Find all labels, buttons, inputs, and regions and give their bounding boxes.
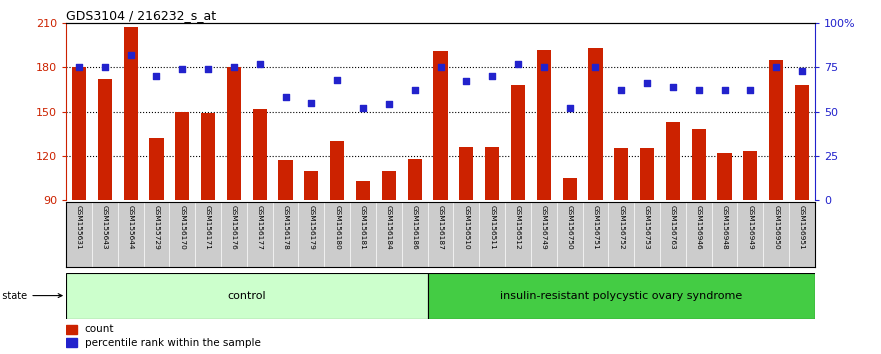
Text: GSM156752: GSM156752 <box>618 205 625 250</box>
Text: GSM155631: GSM155631 <box>76 205 82 250</box>
Text: count: count <box>85 324 115 335</box>
Text: GSM156510: GSM156510 <box>463 205 470 250</box>
Bar <box>175 112 189 200</box>
Point <box>123 52 137 58</box>
Bar <box>614 148 628 200</box>
Bar <box>769 60 783 200</box>
Point <box>330 77 344 82</box>
Bar <box>666 122 680 200</box>
Point <box>589 64 603 70</box>
Text: GSM156177: GSM156177 <box>256 205 263 250</box>
Bar <box>537 50 551 200</box>
Text: disease state: disease state <box>0 291 62 301</box>
Point <box>304 100 318 105</box>
Text: GDS3104 / 216232_s_at: GDS3104 / 216232_s_at <box>66 9 216 22</box>
Point <box>692 87 706 93</box>
Point <box>253 61 267 67</box>
Point <box>201 66 215 72</box>
Point <box>769 64 783 70</box>
Text: GSM156170: GSM156170 <box>179 205 185 250</box>
Point <box>640 80 654 86</box>
Point <box>381 102 396 107</box>
Text: GSM156949: GSM156949 <box>747 205 753 250</box>
Point <box>356 105 370 111</box>
Text: GSM156179: GSM156179 <box>308 205 315 250</box>
Point <box>98 64 112 70</box>
Point <box>666 84 680 90</box>
Point <box>537 64 551 70</box>
Text: GSM156511: GSM156511 <box>489 205 495 250</box>
Text: GSM156763: GSM156763 <box>670 205 676 250</box>
Bar <box>459 147 473 200</box>
Bar <box>356 181 370 200</box>
Text: GSM156184: GSM156184 <box>386 205 392 250</box>
Bar <box>66 325 78 334</box>
Point <box>150 73 164 79</box>
Point <box>511 61 525 67</box>
Point <box>433 64 448 70</box>
Bar <box>278 160 292 200</box>
Text: GSM155729: GSM155729 <box>153 205 159 250</box>
Bar <box>381 171 396 200</box>
Text: percentile rank within the sample: percentile rank within the sample <box>85 338 261 348</box>
Bar <box>427 273 815 319</box>
Bar <box>408 159 422 200</box>
Text: GSM155643: GSM155643 <box>102 205 107 250</box>
Text: GSM156176: GSM156176 <box>231 205 237 250</box>
Bar <box>330 141 344 200</box>
Text: GSM156750: GSM156750 <box>566 205 573 250</box>
Point <box>485 73 500 79</box>
Text: GSM156180: GSM156180 <box>334 205 340 250</box>
Text: GSM156951: GSM156951 <box>799 205 805 250</box>
Bar <box>795 85 809 200</box>
Bar <box>640 148 655 200</box>
Text: GSM156948: GSM156948 <box>722 205 728 250</box>
Text: GSM156950: GSM156950 <box>774 205 779 250</box>
Bar <box>66 338 78 348</box>
Text: GSM156171: GSM156171 <box>205 205 211 250</box>
Text: GSM156946: GSM156946 <box>696 205 702 250</box>
Bar <box>72 67 86 200</box>
Point <box>175 66 189 72</box>
Point <box>614 87 628 93</box>
Text: GSM156181: GSM156181 <box>360 205 366 250</box>
Text: GSM156749: GSM156749 <box>541 205 547 250</box>
Point <box>459 79 473 84</box>
Text: GSM156178: GSM156178 <box>283 205 289 250</box>
Point <box>744 87 758 93</box>
Bar <box>66 273 427 319</box>
Bar <box>589 48 603 200</box>
Bar <box>201 113 215 200</box>
Text: GSM156751: GSM156751 <box>592 205 598 250</box>
Point <box>408 87 422 93</box>
Bar <box>692 129 706 200</box>
Point <box>278 95 292 100</box>
Bar <box>253 109 267 200</box>
Text: GSM156186: GSM156186 <box>411 205 418 250</box>
Text: GSM156512: GSM156512 <box>515 205 521 250</box>
Text: GSM156187: GSM156187 <box>438 205 443 250</box>
Point <box>563 105 577 111</box>
Bar <box>485 147 500 200</box>
Bar <box>98 79 112 200</box>
Bar <box>433 51 448 200</box>
Point <box>795 68 809 74</box>
Point <box>72 64 86 70</box>
Bar <box>150 138 164 200</box>
Point <box>227 64 241 70</box>
Bar <box>744 152 758 200</box>
Bar <box>123 27 137 200</box>
Bar <box>562 178 577 200</box>
Text: GSM156753: GSM156753 <box>644 205 650 250</box>
Bar <box>511 85 525 200</box>
Bar <box>717 153 731 200</box>
Bar <box>226 67 241 200</box>
Text: GSM155644: GSM155644 <box>128 205 134 250</box>
Text: insulin-resistant polycystic ovary syndrome: insulin-resistant polycystic ovary syndr… <box>500 291 743 301</box>
Bar <box>304 171 319 200</box>
Text: control: control <box>227 291 266 301</box>
Point <box>717 87 731 93</box>
